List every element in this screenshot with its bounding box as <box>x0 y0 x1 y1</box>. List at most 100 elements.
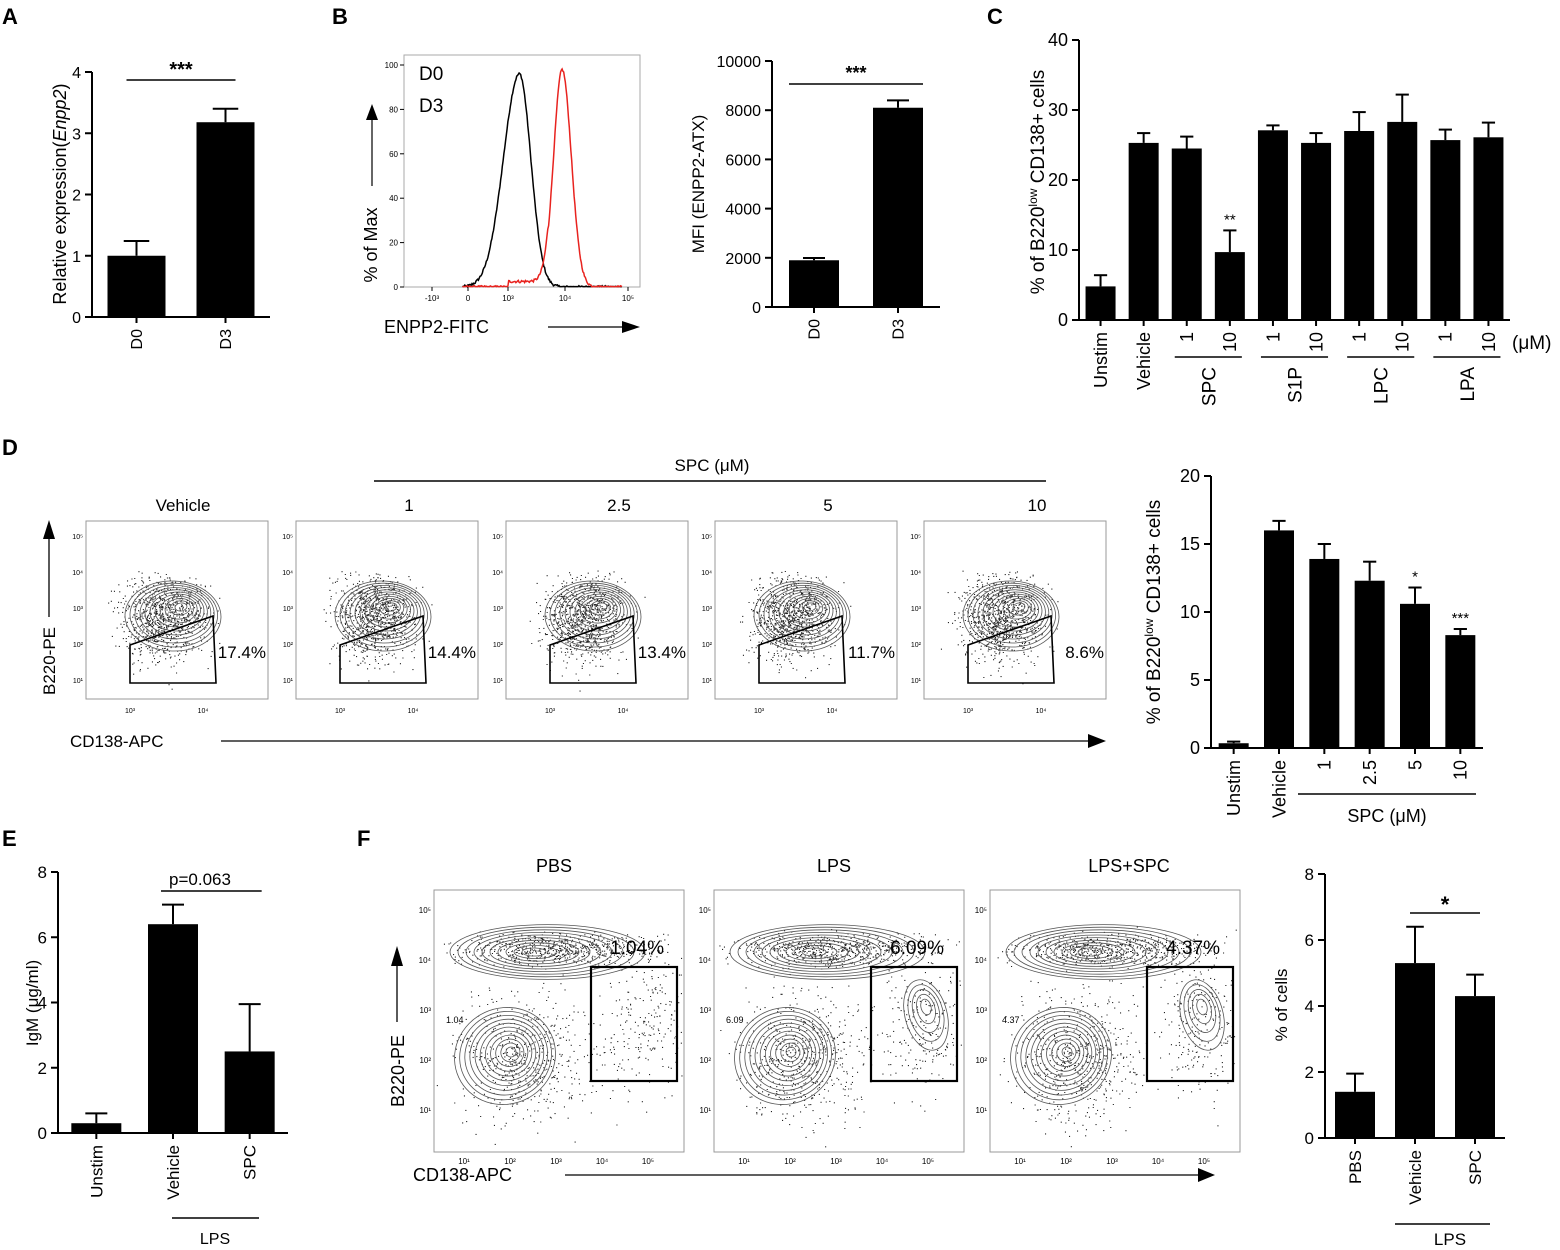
flow-contour <box>500 1042 521 1063</box>
gate-percentage: 14.4% <box>428 643 476 662</box>
flow-contour <box>129 582 218 648</box>
y-axis-label: % of cells <box>1272 969 1291 1042</box>
flow-contour <box>977 587 1050 640</box>
y-tick-label: 10² <box>911 642 922 649</box>
bar <box>148 924 198 1133</box>
chart-d: 0 5 10 15 20 Unstim Vehicle 1 2.5 * 5 *** 10 % of B22… <box>1142 466 1483 826</box>
flow-contour <box>758 582 847 648</box>
flow-contour <box>485 1030 533 1077</box>
flow-plot-f-1: LPS 10⁵ 10⁴ 10³ 10² 10¹ 10¹ 10² 10³ 10⁴ 10⁵ 6.09% 6.… <box>699 856 965 1166</box>
x-tick-label: 10 <box>1220 332 1240 352</box>
bar <box>1257 130 1288 320</box>
flow-contour <box>1192 993 1212 1025</box>
y-tick-label: 10⁵ <box>492 534 503 541</box>
x-tick-label: 10⁴ <box>876 1157 889 1166</box>
flow-contour <box>1045 937 1147 967</box>
x-tick-label: Vehicle <box>164 1145 183 1200</box>
histogram-d0 <box>462 71 622 288</box>
flow-contour <box>997 595 1036 624</box>
flow-contour <box>780 1042 801 1063</box>
bar <box>107 255 166 317</box>
x-tick-label: 10⁵ <box>1198 1157 1210 1166</box>
x-tick-label: 10³ <box>125 708 136 715</box>
y-tick-label: 30 <box>1048 100 1068 120</box>
flow-contour <box>354 589 418 636</box>
flow-contour <box>773 589 837 636</box>
spc-header: SPC (μM) <box>675 456 750 475</box>
flow-contour <box>1015 1011 1108 1101</box>
gate-percentage: 17.4% <box>218 643 266 662</box>
bar <box>1171 148 1202 320</box>
x-tick-label: 10 <box>1393 332 1413 352</box>
chart-b-mfi: 0 2000 4000 6000 8000 10000 D0 D3 MFI (ENPP2-ATX… <box>689 54 940 339</box>
flow-contour <box>479 1026 537 1082</box>
y-tick-label: 10² <box>73 642 84 649</box>
x-axis-label: ENPP2-FITC <box>384 317 489 337</box>
bar <box>1214 252 1245 320</box>
flow-contour <box>465 929 624 975</box>
y-tick-label: 10¹ <box>73 678 84 685</box>
flow-contour <box>1021 929 1180 975</box>
x-tick-label: D0 <box>129 329 146 350</box>
flow-contour <box>1053 939 1136 965</box>
flow-contour <box>1007 600 1029 616</box>
gate-percentage: 1.04% <box>610 938 664 959</box>
bar <box>873 107 923 308</box>
y-tick-label: 0 <box>1190 738 1200 758</box>
group-label: LPA <box>1458 367 1479 402</box>
x-tick-label: 1 <box>1263 332 1283 342</box>
x-tick-label: 10 <box>1451 760 1471 780</box>
y-axis-label-gene: Enpp2 <box>50 89 70 141</box>
bar <box>1335 1091 1375 1138</box>
x-tick-label: 2.5 <box>1360 760 1380 785</box>
group-label: LPS <box>200 1231 230 1248</box>
y-tick-label: 4 <box>38 994 47 1013</box>
flow-contour <box>505 942 569 962</box>
flow-contour <box>769 937 871 967</box>
flow-contour <box>339 582 428 648</box>
x-axis-label: CD138-APC <box>413 1165 512 1185</box>
bar <box>224 1051 275 1133</box>
legend-d0: D0 <box>419 64 443 85</box>
y-axis-label-text: Relative expression( <box>50 141 70 304</box>
x-tick-label: 10⁴ <box>618 708 629 715</box>
flow-plot-d-1: 1 10⁵ 10⁴ 10³ 10² 10¹ 10³ 10⁴ 14.4% <box>282 496 479 715</box>
x-tick-label: Unstim <box>87 1145 106 1198</box>
y-tick-label: 4 <box>72 65 81 82</box>
x-tick-label: 10⁴ <box>827 708 838 715</box>
flow-contour <box>464 1014 548 1096</box>
flow-contour <box>1187 989 1217 1033</box>
y-tick-label: 80 <box>389 105 398 114</box>
flow-contour <box>1035 1026 1093 1082</box>
flow-contour <box>749 1018 825 1091</box>
flow-contour <box>454 1007 556 1105</box>
histogram-b: 0 20 40 60 80 100 -10³ 0 10³ 10⁴ 10⁵ D0 D3 % of Max EN… <box>361 54 641 337</box>
x-tick-label: -10³ <box>425 294 440 303</box>
flow-contour <box>513 945 558 960</box>
flow-contour <box>793 598 824 620</box>
chart-a: 0 1 2 3 4 D0 D3 Relative expression(Enpp2) *** <box>50 59 270 349</box>
panel-letter-b: B <box>332 4 348 29</box>
flow-contour <box>490 1034 529 1072</box>
flow-contour <box>793 945 838 960</box>
y-tick-label: 10000 <box>717 54 762 71</box>
panel-letter-f: F <box>357 826 370 851</box>
flow-contour <box>149 591 205 632</box>
flow-contour <box>457 926 635 978</box>
flow-contour <box>903 979 949 1051</box>
flow-gate <box>1145 965 1235 1083</box>
group-label: LPS <box>1434 1230 1466 1249</box>
bar <box>1400 603 1430 748</box>
flow-contour <box>1012 602 1026 612</box>
flow-contour <box>753 580 851 652</box>
bar <box>1128 142 1159 320</box>
y-tick-label: 10⁴ <box>975 956 988 965</box>
flow-contour <box>759 1026 817 1082</box>
flow-contour <box>785 942 849 962</box>
bar <box>1387 121 1418 321</box>
y-axis-label: IgM (μg/ml) <box>23 960 42 1046</box>
flow-contour <box>1030 1022 1097 1086</box>
x-tick-label: 10⁴ <box>1036 708 1047 715</box>
panel-letter-c: C <box>987 4 1003 29</box>
x-tick-label: 10³ <box>550 1157 562 1166</box>
